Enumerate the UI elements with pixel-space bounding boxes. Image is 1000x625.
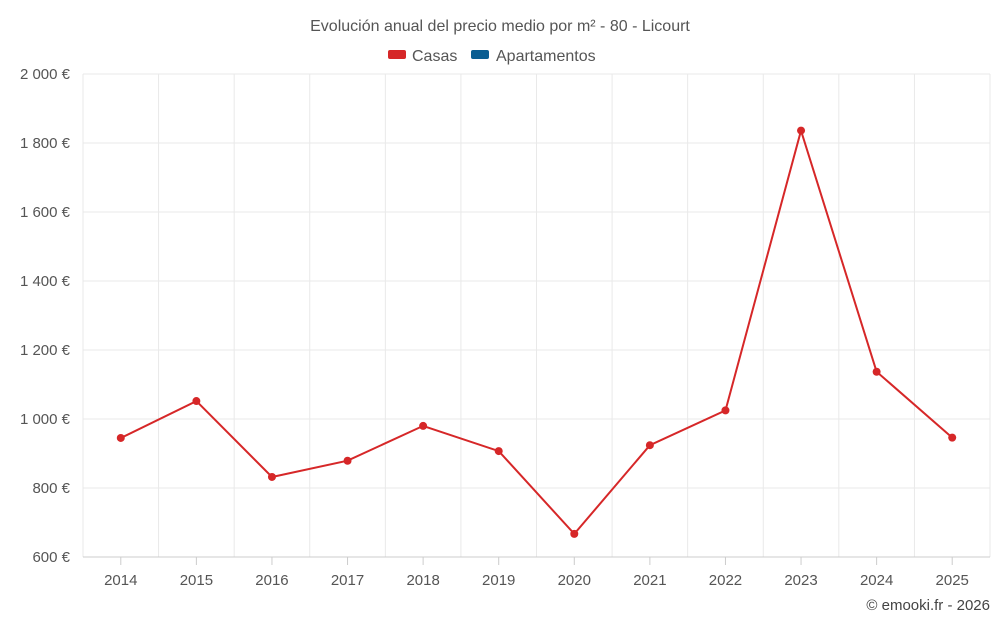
y-tick-label: 1 800 € xyxy=(20,135,71,152)
data-point-casas-2023[interactable] xyxy=(797,126,806,135)
data-point-casas-2015[interactable] xyxy=(192,397,201,406)
legend-swatch-casas xyxy=(388,50,406,59)
data-point-casas-2020[interactable] xyxy=(570,529,579,538)
y-tick-label: 1 400 € xyxy=(20,273,71,290)
x-axis: 2014 2015 2016 2017 2018 2019 2020 2021 2022 2023… xyxy=(104,557,969,589)
data-point-casas-2016[interactable] xyxy=(267,472,276,481)
gridlines xyxy=(82,73,991,557)
x-tick-label: 2025 xyxy=(936,572,969,589)
chart-title: Evolución anual del precio medio por m² … xyxy=(310,18,690,35)
data-point-casas-2021[interactable] xyxy=(645,441,654,450)
data-point-casas-2019[interactable] xyxy=(494,447,503,456)
data-point-casas-2025[interactable] xyxy=(948,433,957,442)
y-axis: 600 € 800 € 1 000 € 1 200 € 1 400 € 1 600 € 1 … xyxy=(20,66,71,566)
data-point-casas-2014[interactable] xyxy=(116,433,125,442)
x-tick-label: 2018 xyxy=(406,572,439,589)
series-casas xyxy=(116,126,957,538)
x-tick-label: 2022 xyxy=(709,572,742,589)
x-tick-label: 2017 xyxy=(331,572,364,589)
legend-label-apartamentos: Apartamentos xyxy=(496,48,596,65)
y-tick-label: 1 000 € xyxy=(20,411,71,428)
data-point-casas-2024[interactable] xyxy=(872,367,881,376)
x-tick-label: 2024 xyxy=(860,572,893,589)
legend-item-casas[interactable]: Casas xyxy=(388,48,457,65)
x-tick-label: 2014 xyxy=(104,572,137,589)
credit-text: © emooki.fr - 2026 xyxy=(866,597,990,614)
legend-label-casas: Casas xyxy=(412,48,457,65)
y-tick-label: 600 € xyxy=(32,549,70,566)
y-tick-label: 1 600 € xyxy=(20,204,71,221)
x-tick-label: 2021 xyxy=(633,572,666,589)
legend-item-apartamentos[interactable]: Apartamentos xyxy=(471,48,596,65)
x-tick-label: 2023 xyxy=(784,572,817,589)
data-point-casas-2022[interactable] xyxy=(721,406,730,415)
y-tick-label: 800 € xyxy=(32,480,70,497)
data-point-casas-2018[interactable] xyxy=(419,421,428,430)
x-tick-label: 2020 xyxy=(558,572,591,589)
y-tick-label: 2 000 € xyxy=(20,66,71,83)
data-point-casas-2017[interactable] xyxy=(343,456,352,465)
legend-swatch-apartamentos xyxy=(471,50,489,59)
legend: Casas Apartamentos xyxy=(388,48,596,65)
y-tick-label: 1 200 € xyxy=(20,342,71,359)
x-tick-label: 2016 xyxy=(255,572,288,589)
x-tick-label: 2015 xyxy=(180,572,213,589)
x-tick-label: 2019 xyxy=(482,572,515,589)
series-line-casas xyxy=(120,127,953,536)
